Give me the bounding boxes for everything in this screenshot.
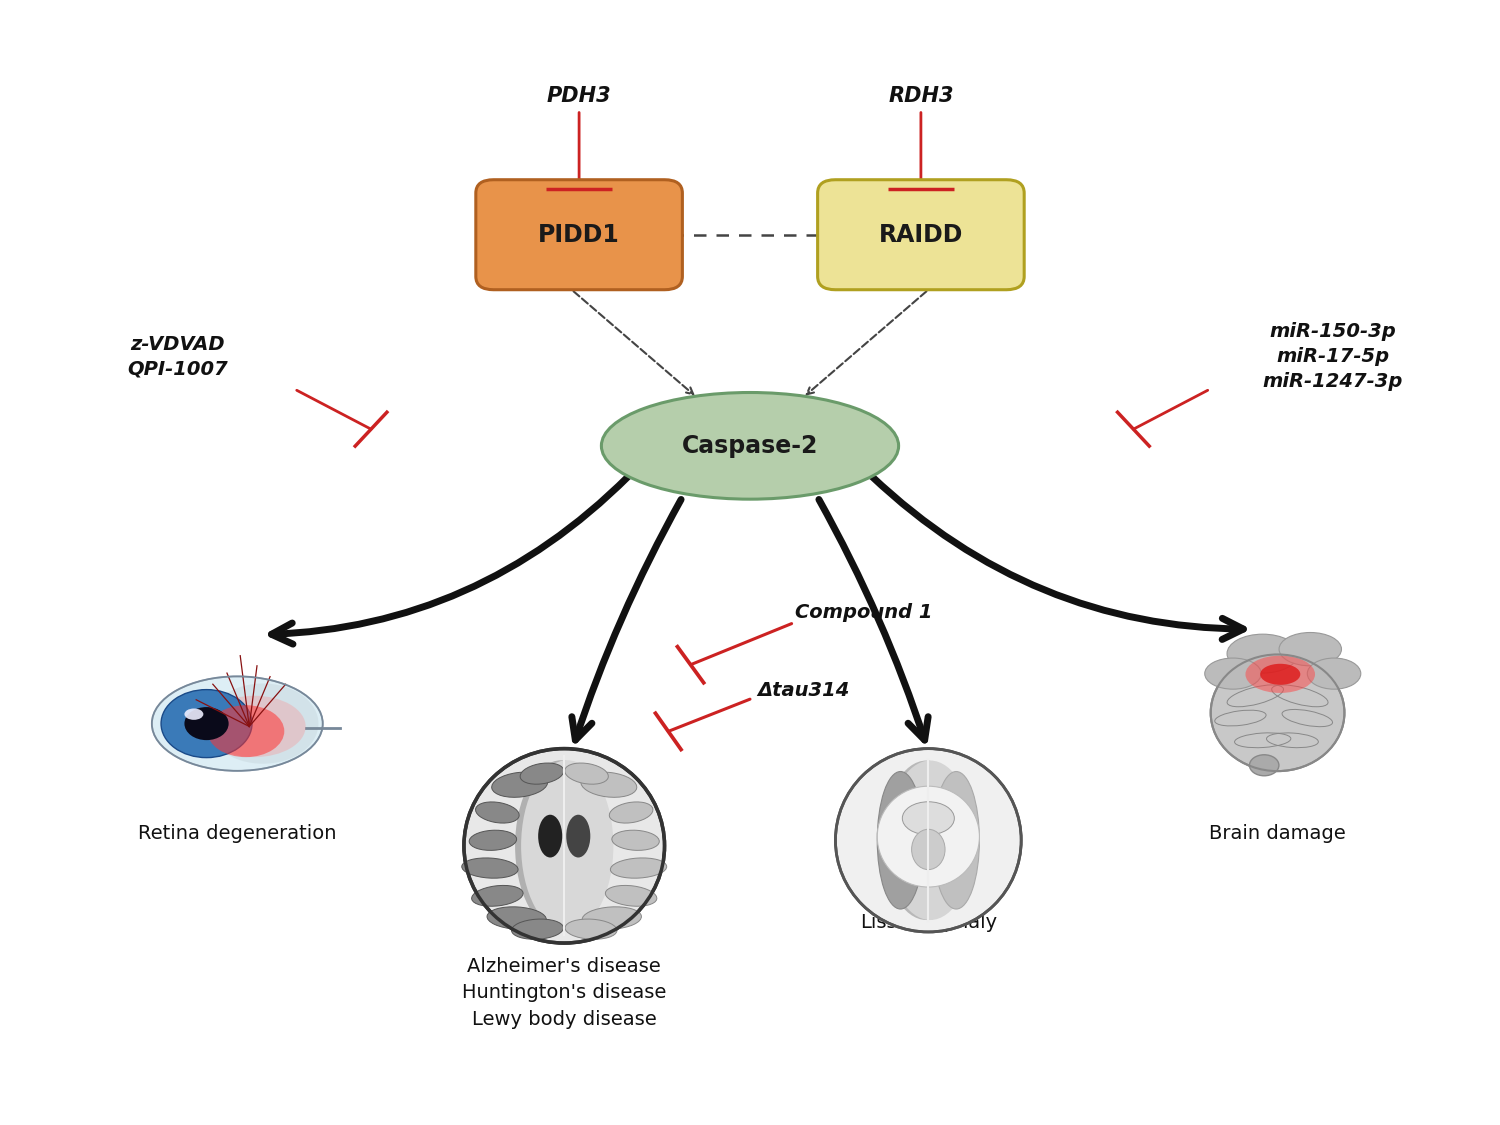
Ellipse shape [602, 393, 898, 500]
Ellipse shape [566, 919, 616, 939]
Ellipse shape [878, 786, 980, 887]
Text: miR-150-3p
miR-17-5p
miR-1247-3p: miR-150-3p miR-17-5p miR-1247-3p [1263, 323, 1402, 392]
Ellipse shape [1250, 755, 1280, 776]
FancyBboxPatch shape [476, 180, 682, 290]
Text: Caspase-2: Caspase-2 [682, 434, 818, 458]
Ellipse shape [1227, 634, 1299, 673]
Ellipse shape [609, 802, 652, 824]
Ellipse shape [184, 708, 228, 740]
Ellipse shape [903, 802, 954, 835]
Ellipse shape [1204, 658, 1262, 690]
Ellipse shape [470, 830, 516, 850]
Ellipse shape [836, 748, 1022, 931]
Ellipse shape [476, 802, 519, 824]
Text: PIDD1: PIDD1 [538, 223, 620, 246]
Ellipse shape [160, 690, 252, 757]
Ellipse shape [612, 830, 660, 850]
Text: Lissencephaly: Lissencephaly [859, 912, 998, 932]
Ellipse shape [582, 907, 642, 929]
Ellipse shape [912, 829, 945, 870]
Text: z-VDVAD
QPI-1007: z-VDVAD QPI-1007 [128, 335, 228, 379]
Text: Compound 1: Compound 1 [795, 603, 932, 622]
Text: Brain damage: Brain damage [1209, 824, 1346, 843]
Ellipse shape [202, 695, 306, 757]
Ellipse shape [933, 772, 980, 909]
Ellipse shape [514, 760, 608, 931]
Ellipse shape [512, 919, 564, 939]
Ellipse shape [878, 772, 924, 909]
Ellipse shape [492, 772, 548, 798]
Ellipse shape [1280, 632, 1341, 666]
Ellipse shape [1210, 655, 1344, 771]
Ellipse shape [184, 709, 204, 720]
Ellipse shape [886, 760, 974, 920]
Ellipse shape [520, 763, 564, 784]
Ellipse shape [207, 684, 318, 764]
Ellipse shape [884, 760, 971, 920]
Ellipse shape [538, 814, 562, 857]
Ellipse shape [564, 763, 609, 784]
Ellipse shape [1308, 658, 1360, 690]
Ellipse shape [471, 885, 524, 907]
Text: RAIDD: RAIDD [879, 223, 963, 246]
Ellipse shape [464, 748, 664, 943]
FancyBboxPatch shape [818, 180, 1025, 290]
Ellipse shape [1245, 656, 1316, 693]
Ellipse shape [520, 760, 614, 931]
Ellipse shape [152, 676, 322, 771]
Ellipse shape [610, 858, 666, 879]
Ellipse shape [1260, 664, 1300, 685]
Text: Retina degeneration: Retina degeneration [138, 824, 336, 843]
Text: Alzheimer's disease
Huntington's disease
Lewy body disease: Alzheimer's disease Huntington's disease… [462, 957, 666, 1029]
Ellipse shape [566, 814, 591, 857]
Text: RDH3: RDH3 [888, 86, 954, 106]
Ellipse shape [462, 858, 518, 879]
Text: Δtau314: Δtau314 [758, 681, 850, 700]
Ellipse shape [207, 705, 285, 757]
Ellipse shape [580, 772, 638, 798]
Ellipse shape [488, 907, 546, 929]
Ellipse shape [606, 885, 657, 907]
Text: PDH3: PDH3 [548, 86, 612, 106]
